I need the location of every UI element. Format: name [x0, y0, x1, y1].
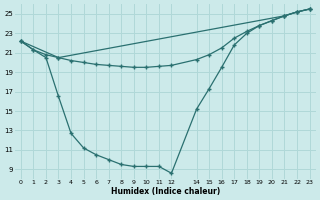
X-axis label: Humidex (Indice chaleur): Humidex (Indice chaleur)	[111, 187, 220, 196]
